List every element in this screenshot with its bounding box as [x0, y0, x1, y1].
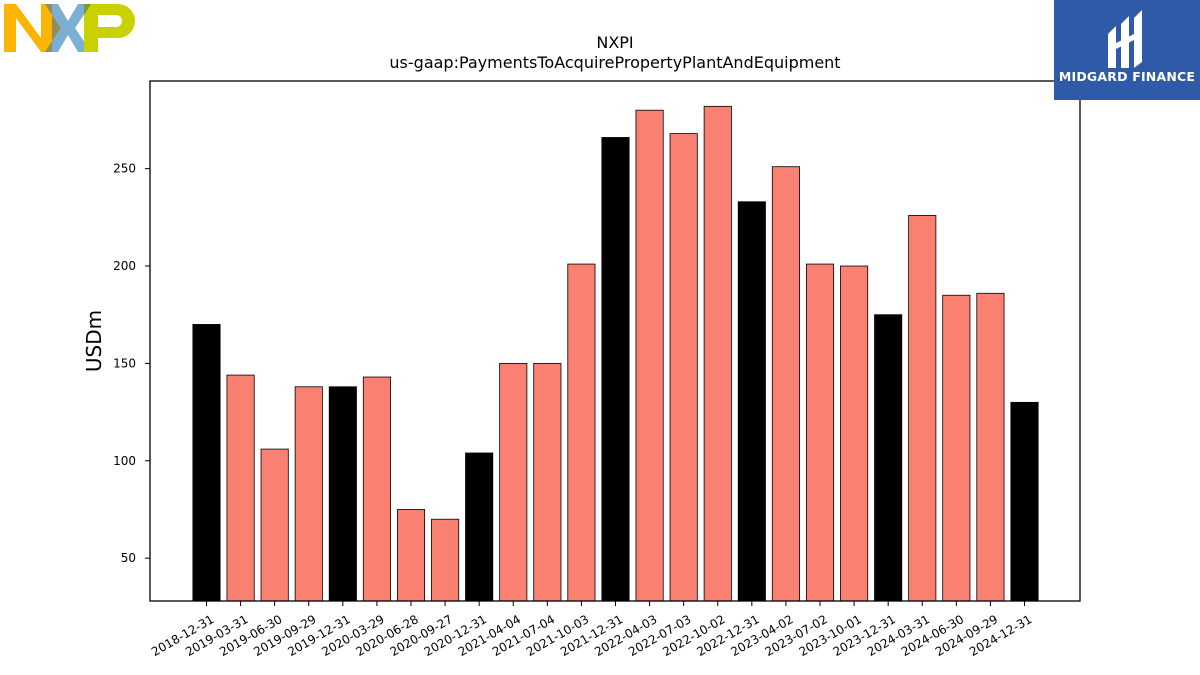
- bar-2022-12-31: [737, 201, 766, 602]
- bar-2023-07-02: [805, 263, 835, 602]
- bar-2024-03-31: [908, 214, 937, 602]
- y-tick-label: 250: [113, 162, 136, 176]
- bar-2020-03-29: [362, 376, 391, 602]
- bar-2021-12-31: [601, 137, 630, 602]
- midgard-logo-text: MIDGARD FINANCE: [1058, 69, 1196, 84]
- y-tick-label: 150: [113, 356, 136, 370]
- midgard-logo-mark: [1108, 10, 1142, 68]
- bar-2018-12-31: [192, 324, 221, 602]
- midgard-finance-logo: MIDGARD FINANCE: [1054, 0, 1200, 100]
- bar-2019-12-31: [328, 386, 357, 602]
- bar-2022-04-03: [635, 109, 664, 602]
- x-axis-ticks: 2018-12-312019-03-312019-06-302019-09-29…: [149, 601, 1034, 659]
- bar-2019-09-29: [294, 386, 323, 602]
- bar-2020-06-28: [396, 509, 426, 602]
- nxp-logo: [4, 4, 140, 54]
- bar-2019-03-31: [226, 374, 255, 602]
- bar-2022-10-02: [703, 105, 732, 602]
- bar-2020-09-27: [431, 518, 460, 602]
- chart-title: NXPI: [596, 33, 633, 52]
- bar-2023-10-01: [840, 265, 869, 602]
- bar-2024-12-31: [1010, 401, 1039, 602]
- bar-2021-07-04: [533, 362, 562, 602]
- chart-subtitle: us-gaap:PaymentsToAcquirePropertyPlantAn…: [389, 53, 840, 72]
- bar-2024-06-30: [942, 294, 971, 602]
- bar-2023-12-31: [874, 314, 903, 602]
- y-axis-ticks: 50 100 150 200 250: [113, 162, 150, 565]
- bar-2021-04-04: [499, 362, 528, 602]
- plot-frame: [149, 80, 1081, 602]
- y-tick-label: 100: [113, 454, 136, 468]
- bar-2022-07-03: [669, 133, 698, 602]
- bar-2023-04-02: [771, 166, 800, 602]
- bar-2021-10-03: [567, 263, 596, 602]
- bar-2019-06-30: [260, 448, 289, 602]
- bar-2020-12-31: [465, 452, 494, 602]
- bars-group: [192, 105, 1039, 602]
- y-tick-label: 50: [121, 551, 136, 565]
- y-tick-label: 200: [113, 259, 136, 273]
- nxp-logo-mark: [4, 4, 135, 52]
- y-axis-label: USDm: [82, 310, 106, 372]
- bar-2024-09-29: [976, 292, 1005, 602]
